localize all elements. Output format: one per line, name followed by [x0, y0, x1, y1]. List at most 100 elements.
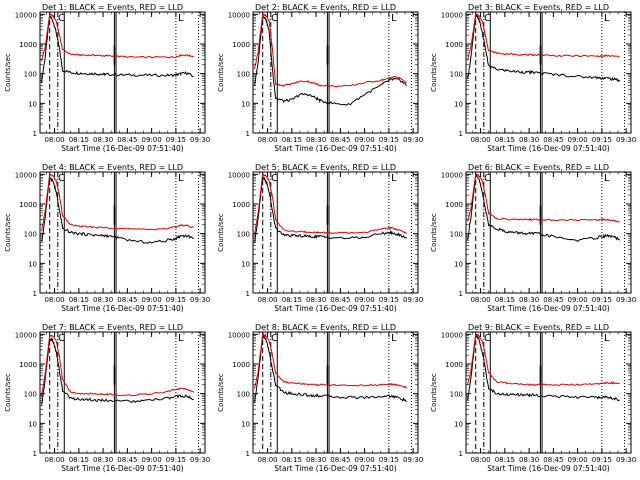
x-axis-label: Start Time (16-Dec-09 07:51:40)	[487, 304, 609, 313]
x-tick-label: 08:30	[519, 296, 539, 304]
series-events-line	[467, 13, 621, 83]
x-tick-label: 09:00	[355, 456, 375, 464]
series-lld-line	[41, 173, 195, 232]
y-tick-label: 1000	[232, 201, 250, 209]
x-tick-label: 09:30	[190, 456, 210, 464]
x-tick-label: 08:15	[69, 456, 89, 464]
corner-label-c: C	[484, 333, 491, 344]
corner-label-l: L	[604, 13, 610, 24]
y-tick-label: 10000	[441, 331, 463, 339]
x-tick-label: 08:30	[519, 456, 539, 464]
x-tick-label: 09:15	[166, 136, 186, 144]
x-tick-label: 08:45	[117, 456, 137, 464]
y-tick-label: 1000	[19, 41, 37, 49]
x-tick-label: 08:15	[69, 296, 89, 304]
corner-label-c: C	[484, 173, 491, 184]
x-tick-label: 08:30	[519, 136, 539, 144]
detector-panel-2: 1 10 100 1000 10000 08:00 08:15 08:30 08:45 09:00…	[217, 3, 423, 153]
panel-title: Det 5: BLACK = Events, RED = LLD	[255, 163, 396, 172]
y-tick-label: 1	[33, 450, 37, 458]
x-tick-label: 08:30	[306, 136, 326, 144]
x-tick-label: 09:00	[355, 296, 375, 304]
y-tick-label: 10	[454, 260, 463, 268]
y-tick-label: 10	[454, 100, 463, 108]
x-tick-label: 09:00	[142, 296, 162, 304]
y-tick-label: 10000	[15, 11, 37, 19]
corner-label-l: L	[604, 173, 610, 184]
corner-label-l: L	[178, 13, 184, 24]
x-axis-label: Start Time (16-Dec-09 07:51:40)	[274, 144, 396, 153]
x-tick-label: 09:30	[403, 456, 423, 464]
x-tick-label: 09:00	[568, 296, 588, 304]
corner-label-c: C	[58, 333, 65, 344]
detector-panel-1: 1 10 100 1000 10000 08:00 08:15 08:30 08:45 09:00…	[4, 3, 210, 153]
y-tick-label: 1	[459, 290, 463, 298]
corner-label-c: C	[271, 13, 278, 24]
x-tick-label: 08:15	[495, 296, 515, 304]
x-tick-label: 08:30	[306, 296, 326, 304]
y-tick-label: 10	[28, 260, 37, 268]
x-tick-label: 09:00	[355, 136, 375, 144]
panel-title: Det 3: BLACK = Events, RED = LLD	[468, 3, 609, 12]
x-tick-label: 08:00	[257, 456, 277, 464]
y-tick-label: 1	[246, 130, 250, 138]
x-tick-label: 09:30	[616, 456, 636, 464]
x-tick-label: 08:00	[257, 136, 277, 144]
plot-frame	[39, 331, 206, 454]
x-tick-label: 09:00	[568, 456, 588, 464]
x-tick-label: 09:30	[190, 136, 210, 144]
series-lld-line	[254, 173, 408, 235]
x-axis-label: Start Time (16-Dec-09 07:51:40)	[487, 464, 609, 473]
series-events-line	[41, 337, 194, 405]
corner-label-l: L	[604, 333, 610, 344]
x-tick-label: 09:00	[568, 136, 588, 144]
x-tick-label: 09:15	[592, 296, 612, 304]
detector-panel-9: 1 10 100 1000 10000 08:00 08:15 08:30 08:45 09:00…	[430, 323, 636, 473]
x-tick-label: 08:00	[470, 296, 490, 304]
detector-panel-6: 1 10 100 1000 10000 08:00 08:15 08:30 08:45 09:00…	[430, 163, 636, 313]
y-tick-label: 1000	[445, 361, 463, 369]
x-tick-label: 08:00	[44, 456, 64, 464]
corner-label-l: L	[178, 173, 184, 184]
y-tick-label: 1000	[19, 361, 37, 369]
plot-frame	[465, 171, 632, 294]
y-tick-label: 10000	[441, 11, 463, 19]
x-tick-label: 08:30	[306, 456, 326, 464]
series-events-line	[41, 14, 194, 83]
x-tick-label: 09:15	[166, 296, 186, 304]
series-lld-line	[467, 333, 620, 387]
y-tick-label: 10000	[228, 11, 250, 19]
x-axis-label: Start Time (16-Dec-09 07:51:40)	[274, 304, 396, 313]
x-tick-label: 08:15	[282, 296, 302, 304]
y-tick-label: 10	[28, 420, 37, 428]
series-events-line	[254, 14, 407, 106]
x-tick-label: 09:30	[403, 136, 423, 144]
y-axis-label: Counts/sec	[217, 53, 225, 92]
y-axis-label: Counts/sec	[4, 373, 12, 412]
y-tick-label: 10	[454, 420, 463, 428]
corner-label-c: C	[484, 13, 491, 24]
series-lld-line	[254, 13, 407, 88]
y-tick-label: 10000	[228, 171, 250, 179]
corner-label-c: C	[58, 13, 65, 24]
series-lld-line	[254, 332, 407, 389]
x-tick-label: 09:00	[142, 456, 162, 464]
plot-frame	[465, 11, 632, 134]
x-tick-label: 08:30	[93, 136, 113, 144]
y-tick-label: 100	[24, 391, 37, 399]
series-events-line	[467, 333, 620, 402]
y-tick-label: 10	[28, 100, 37, 108]
x-tick-label: 08:00	[44, 136, 64, 144]
series-events-line	[41, 176, 194, 244]
x-tick-label: 09:15	[379, 456, 399, 464]
y-tick-label: 100	[450, 231, 463, 239]
y-axis-label: Counts/sec	[217, 213, 225, 252]
x-tick-label: 09:15	[166, 456, 186, 464]
corner-label-c: C	[271, 333, 278, 344]
detector-panel-5: 1 10 100 1000 10000 08:00 08:15 08:30 08:45 09:00…	[217, 163, 423, 313]
x-axis-label: Start Time (16-Dec-09 07:51:40)	[61, 464, 183, 473]
y-tick-label: 1000	[232, 41, 250, 49]
plot-frame	[465, 331, 632, 454]
y-tick-label: 10000	[15, 171, 37, 179]
y-axis-label: Counts/sec	[430, 373, 438, 412]
